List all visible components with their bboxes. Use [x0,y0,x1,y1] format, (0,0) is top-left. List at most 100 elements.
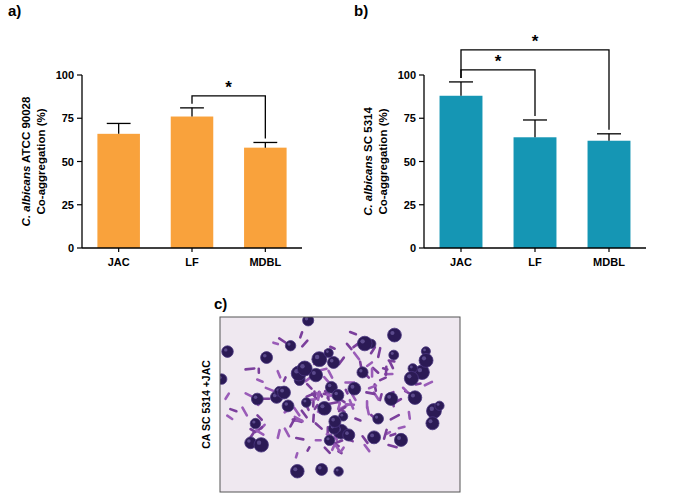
rod [363,443,371,453]
axis-title-part: albicans [20,166,32,215]
error-bar [253,142,277,147]
yeast-cell [348,382,361,395]
error-cap [253,142,277,143]
yeast-highlight [407,374,411,378]
yeast-highlight [284,402,288,406]
tick [77,118,82,119]
bar [588,141,631,248]
rod [224,392,231,401]
error-cap [597,133,621,134]
yeast-highlight [280,389,284,393]
error-stem [265,142,266,147]
rod [388,359,395,370]
yeast-cell [302,398,312,408]
yeast-cell [388,328,402,342]
yeast-cell [254,438,268,452]
tick [77,204,82,205]
rod [385,365,388,376]
rod [365,361,373,368]
yeast-highlight [387,395,391,399]
tick [419,74,424,75]
yeast-cell [316,464,328,476]
panel: b)C. albicans SC 5314Co-aggregation (%)0… [354,2,646,268]
yeast-highlight [411,394,415,398]
yeast-cell [291,464,305,478]
image-frame [220,317,460,492]
tick [77,74,82,75]
yeast-highlight [422,356,426,360]
marks [97,108,286,248]
yeast-highlight [257,441,261,445]
rod [229,407,238,412]
panel-letter: c) [214,295,227,312]
significance-label: * [495,52,502,71]
yeast-cell [324,435,335,446]
bracket-line [461,70,535,116]
rod [382,428,388,440]
rod [225,414,234,421]
rod [389,413,401,421]
yeast-highlight [303,400,306,403]
yeast-highlight [390,331,394,335]
rod [312,400,315,408]
rod [272,341,280,346]
yeast-highlight [300,364,304,368]
axis-title-part: (%) [377,108,389,129]
figure: a)C. albicans ATCC 90028Co-aggregation (… [0,0,685,498]
rod [366,400,369,409]
bar [171,117,214,248]
error-stem [608,134,609,141]
yeast-cell [419,353,433,367]
yeast-highlight [410,366,413,369]
tick [77,247,82,248]
tick [419,247,424,248]
yeast-cell [285,340,295,350]
rod [295,436,305,440]
axis-title-part: Co-aggregation [35,130,47,215]
rod [348,330,357,336]
bracket-line [192,96,265,139]
axis-title-part: ATCC [20,132,32,166]
yeast-highlight [340,414,343,417]
panel: a)C. albicans ATCC 90028Co-aggregation (… [8,2,302,268]
bar [244,148,287,248]
yeast-cell [328,356,340,368]
rod [276,429,281,440]
bar [97,134,140,248]
rod [371,368,374,378]
rod [323,446,332,455]
yeast-highlight [252,420,255,423]
panel-letter: b) [354,2,368,19]
error-cap [523,119,547,120]
rod [367,384,377,390]
axis-title-part: Co-aggregation [377,130,389,215]
y-axis [423,75,424,248]
yeast-highlight [429,419,433,423]
yeast-highlight [391,352,394,355]
image-label: CA SC 5314 +JAC [200,360,212,449]
rod [365,391,376,395]
rod [244,367,256,371]
significance-bracket: * [192,78,265,139]
yeast-cell [324,348,333,357]
category-label: MDBL [249,256,281,268]
yeast-cell [318,402,332,416]
error-bar [449,82,473,96]
yeast-highlight [418,368,422,372]
category-label: JAC [450,256,472,268]
error-cap [180,107,204,108]
yeast-highlight [437,403,440,406]
rod [306,446,311,453]
yeast-highlight [287,343,290,346]
yeast-highlight [334,392,338,396]
rod [315,439,322,442]
yeast-highlight [351,385,355,389]
rod [255,429,266,437]
yeast-cell [394,433,407,446]
axis-title: Co-aggregation (%) [35,108,47,214]
rod [317,391,322,402]
rod [294,452,299,459]
yeast-highlight [305,317,308,320]
rod [289,417,297,428]
error-cap [449,81,473,82]
